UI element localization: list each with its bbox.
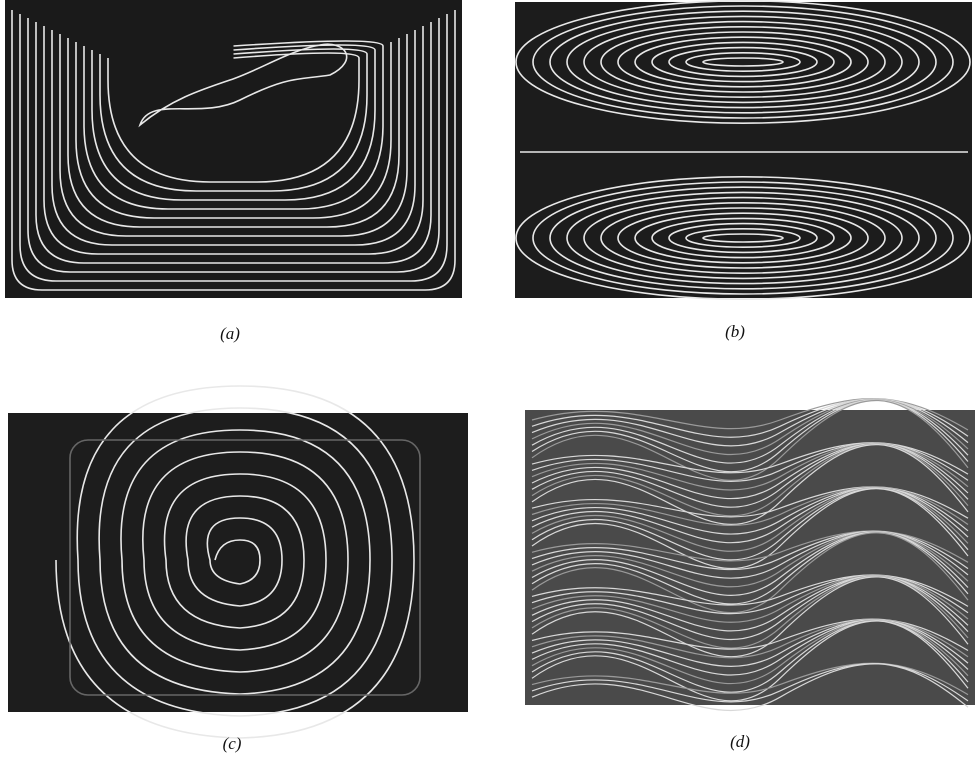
figure: (a) (b) (c) (d) <box>0 0 975 759</box>
panel-label: (c) <box>223 734 242 753</box>
photo-b <box>515 2 972 298</box>
panel-label: (b) <box>725 322 745 341</box>
photo-c <box>8 413 468 712</box>
panel-label: (d) <box>730 732 750 751</box>
panel-label: (a) <box>220 324 240 343</box>
